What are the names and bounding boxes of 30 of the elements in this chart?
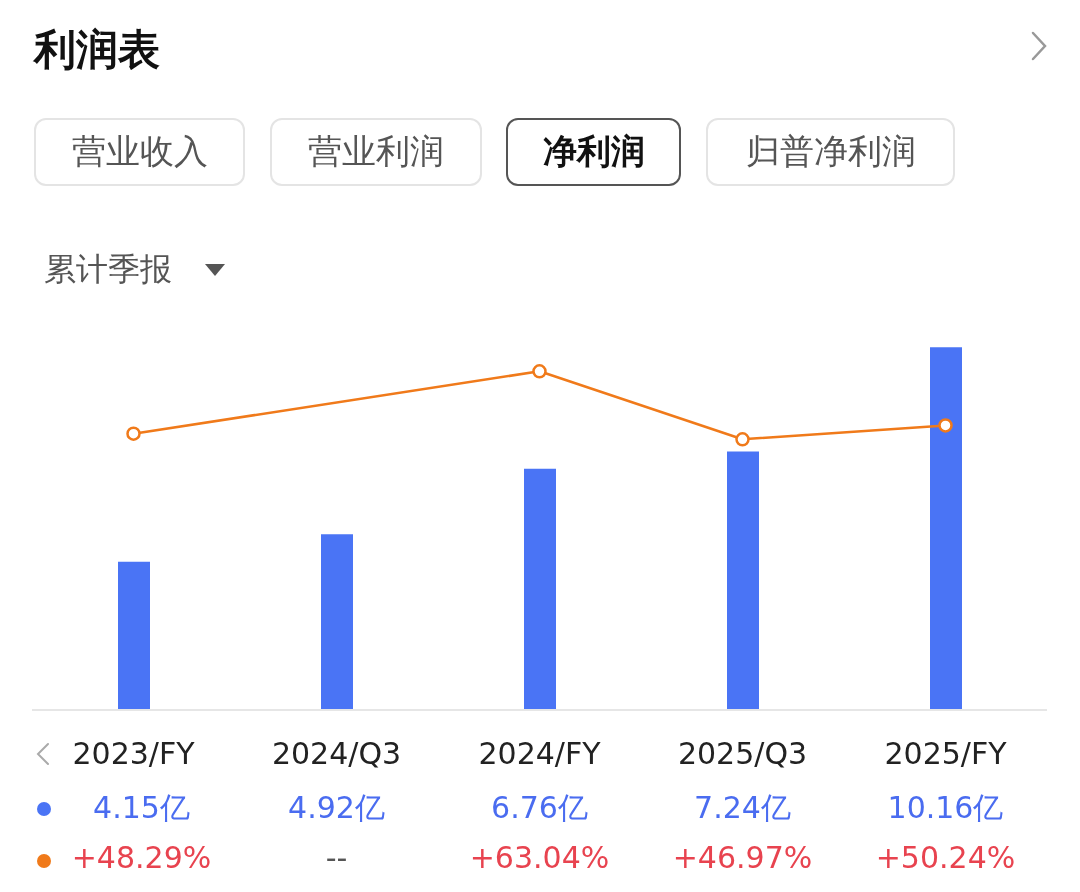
x-tick-label: 2025/FY	[883, 736, 1008, 771]
point	[532, 364, 547, 379]
data-label: 6.76亿	[490, 789, 589, 827]
x-tick-label: 2024/FY	[477, 736, 602, 771]
data-label: +63.04%	[468, 840, 611, 875]
bar	[321, 534, 353, 710]
bar	[524, 468, 556, 710]
x-tick-label: 2025/Q3	[676, 736, 809, 771]
bar	[118, 561, 150, 710]
data-label: +50.24%	[874, 840, 1017, 875]
chart-subtitle: 净利润	[506, 118, 681, 186]
data-label: 4.92亿	[287, 789, 386, 827]
text: --	[325, 840, 348, 875]
data-label: +48.29%	[70, 840, 213, 875]
data-label: 7.24亿	[693, 789, 792, 827]
data-label: +46.97%	[671, 840, 814, 875]
text: 累计季报	[44, 249, 172, 290]
data-label: 4.15亿	[92, 789, 191, 827]
bar	[930, 347, 962, 710]
x-tick-label: 2023/FY	[71, 736, 196, 771]
data-label: 10.16亿	[886, 789, 1005, 827]
point	[735, 432, 750, 447]
point	[126, 426, 141, 441]
text: 营业利润	[270, 118, 482, 186]
x-tick-label: 2024/Q3	[270, 736, 403, 771]
chart-title: 利润表	[34, 24, 160, 76]
text: 营业收入	[34, 118, 245, 186]
text: 归普净利润	[706, 118, 955, 186]
point	[938, 418, 953, 433]
bar	[727, 451, 759, 710]
